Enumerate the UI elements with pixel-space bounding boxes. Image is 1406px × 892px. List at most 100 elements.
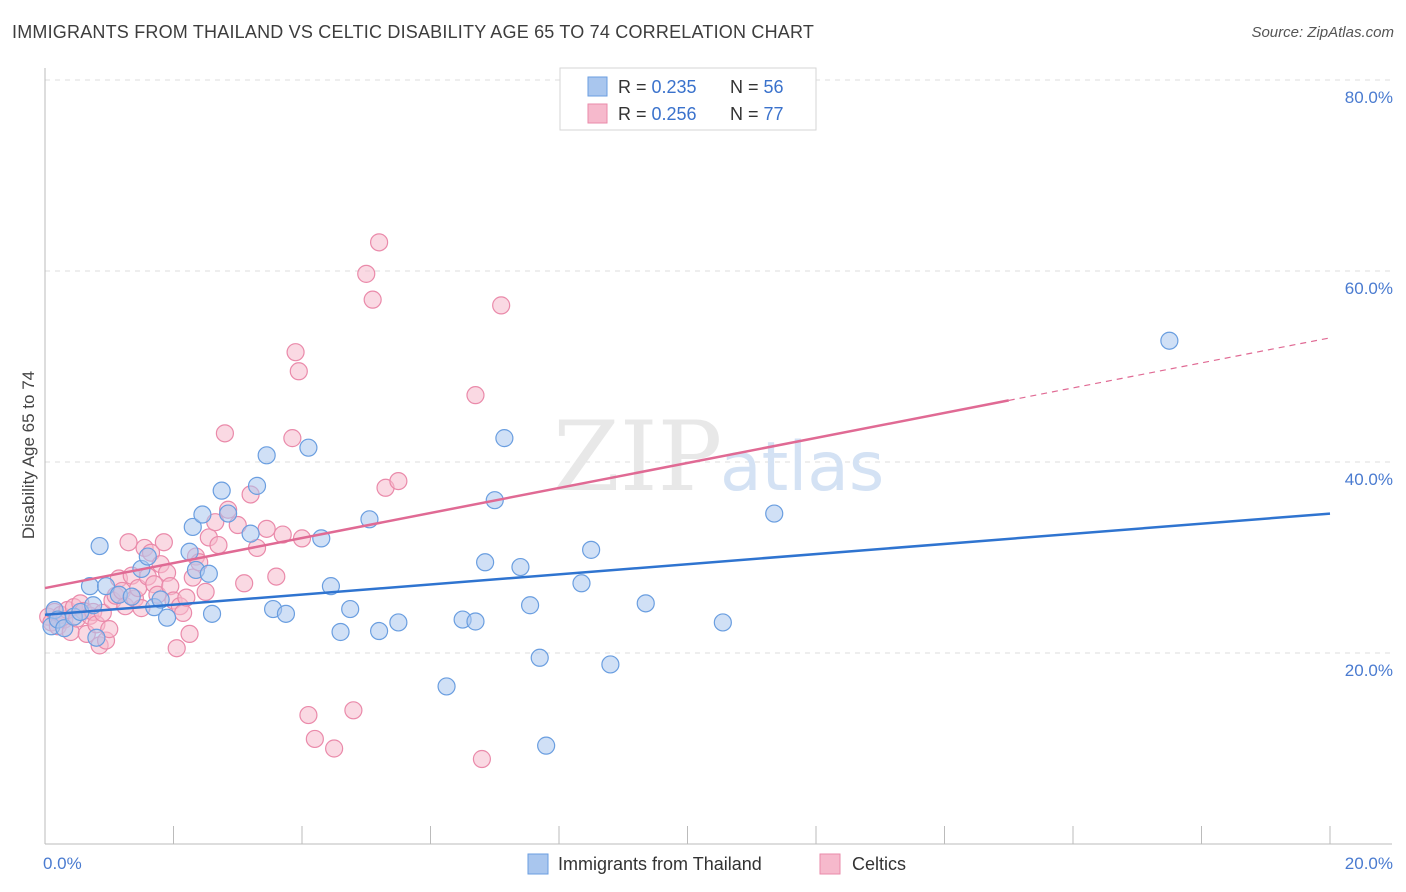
- data-point: [765, 504, 784, 523]
- series-label-celtics: Celtics: [852, 854, 906, 874]
- axes: [44, 68, 1392, 845]
- data-point: [257, 519, 276, 538]
- data-point: [273, 525, 292, 544]
- data-point: [363, 290, 382, 309]
- trend-line-thailand: [44, 512, 1331, 617]
- data-point: [466, 386, 485, 405]
- data-point: [157, 608, 177, 627]
- data-point: [247, 476, 267, 495]
- data-point: [537, 736, 556, 755]
- data-point: [241, 524, 260, 543]
- data-point: [389, 472, 408, 491]
- data-point: [180, 624, 199, 644]
- data-point: [495, 429, 514, 448]
- trend-line-celtics: [44, 399, 1009, 590]
- data-point: [267, 567, 286, 586]
- data-point: [257, 446, 276, 465]
- legend-r-value: 0.256: [652, 104, 697, 124]
- legend-swatch-celtics: [587, 103, 608, 124]
- svg-text:N = 56: N = 56: [730, 77, 784, 97]
- svg-text:N = 77: N = 77: [730, 104, 784, 124]
- data-point: [601, 655, 620, 674]
- data-point: [209, 535, 228, 555]
- data-point: [370, 621, 389, 641]
- y-tick-label: 80.0%: [1345, 88, 1393, 107]
- data-point: [100, 620, 119, 639]
- data-point: [492, 296, 511, 315]
- chart-title: IMMIGRANTS FROM THAILAND VS CELTIC DISAB…: [12, 22, 815, 42]
- data-point: [325, 739, 344, 758]
- legend-n-label: N =: [730, 104, 764, 124]
- data-point: [305, 729, 324, 749]
- data-point: [90, 536, 109, 556]
- legend-swatch-thailand: [587, 76, 608, 97]
- data-point: [276, 604, 296, 623]
- data-point: [286, 343, 305, 362]
- data-point: [1160, 331, 1179, 350]
- trend-lines: [44, 337, 1331, 617]
- data-point: [299, 438, 318, 457]
- data-point: [299, 705, 318, 725]
- svg-text:R = 0.235: R = 0.235: [618, 77, 697, 97]
- data-point: [235, 574, 254, 593]
- data-point: [177, 588, 196, 607]
- data-point: [122, 587, 141, 606]
- legend-r-label: R =: [618, 104, 652, 124]
- data-point: [87, 628, 106, 647]
- source-credit: Source: ZipAtlas.com: [1251, 24, 1394, 41]
- x-tick-label: 20.0%: [1345, 854, 1393, 873]
- data-point: [289, 362, 308, 381]
- y-tick-label: 20.0%: [1345, 661, 1393, 680]
- x-tick-labels: 0.0% 20.0%: [43, 854, 1393, 873]
- data-point: [193, 505, 212, 524]
- legend-n-value: 56: [764, 77, 784, 97]
- data-point: [96, 577, 116, 596]
- data-point: [331, 622, 350, 642]
- series-swatch-celtics: [819, 853, 841, 875]
- data-point: [283, 429, 302, 448]
- y-axis-label: Disability Age 65 to 74: [19, 371, 38, 539]
- data-point: [357, 264, 376, 283]
- correlation-legend: R = 0.235 N = 56 R = 0.256 N = 77: [559, 67, 817, 131]
- data-point: [212, 481, 231, 500]
- data-point: [215, 424, 234, 443]
- data-point: [476, 553, 495, 572]
- data-point: [520, 596, 540, 615]
- data-point: [151, 590, 170, 609]
- data-point: [196, 582, 215, 601]
- data-point: [572, 574, 591, 593]
- data-point: [530, 648, 549, 667]
- legend-n-label: N =: [730, 77, 764, 97]
- data-point: [202, 604, 222, 623]
- data-point: [167, 639, 186, 658]
- data-point: [321, 577, 341, 596]
- legend-r-label: R =: [618, 77, 652, 97]
- data-point: [582, 540, 601, 559]
- y-tick-labels: 20.0% 40.0% 60.0% 80.0%: [1345, 88, 1393, 680]
- data-point: [466, 612, 485, 631]
- y-tick-label: 60.0%: [1345, 279, 1393, 298]
- data-point: [344, 701, 363, 720]
- watermark-zip: ZIP: [553, 401, 722, 513]
- data-point: [341, 599, 360, 619]
- data-point: [713, 613, 732, 632]
- series-legend: Immigrants from Thailand Celtics: [527, 853, 906, 875]
- data-point: [437, 677, 456, 696]
- data-point: [119, 533, 138, 552]
- x-tick-label: 0.0%: [43, 854, 82, 873]
- watermark: ZIP atlas: [553, 401, 884, 513]
- series-swatch-thailand: [527, 853, 549, 875]
- data-point: [174, 603, 193, 622]
- data-point: [219, 504, 238, 523]
- series-label-thailand: Immigrants from Thailand: [558, 854, 762, 874]
- legend-r-value: 0.235: [652, 77, 697, 97]
- data-point: [183, 517, 202, 537]
- data-point: [370, 233, 389, 252]
- data-point: [138, 547, 157, 566]
- data-point: [389, 613, 408, 632]
- data-point: [636, 594, 655, 613]
- data-point: [511, 557, 530, 577]
- legend-n-value: 77: [764, 104, 784, 124]
- y-tick-label: 40.0%: [1345, 470, 1393, 489]
